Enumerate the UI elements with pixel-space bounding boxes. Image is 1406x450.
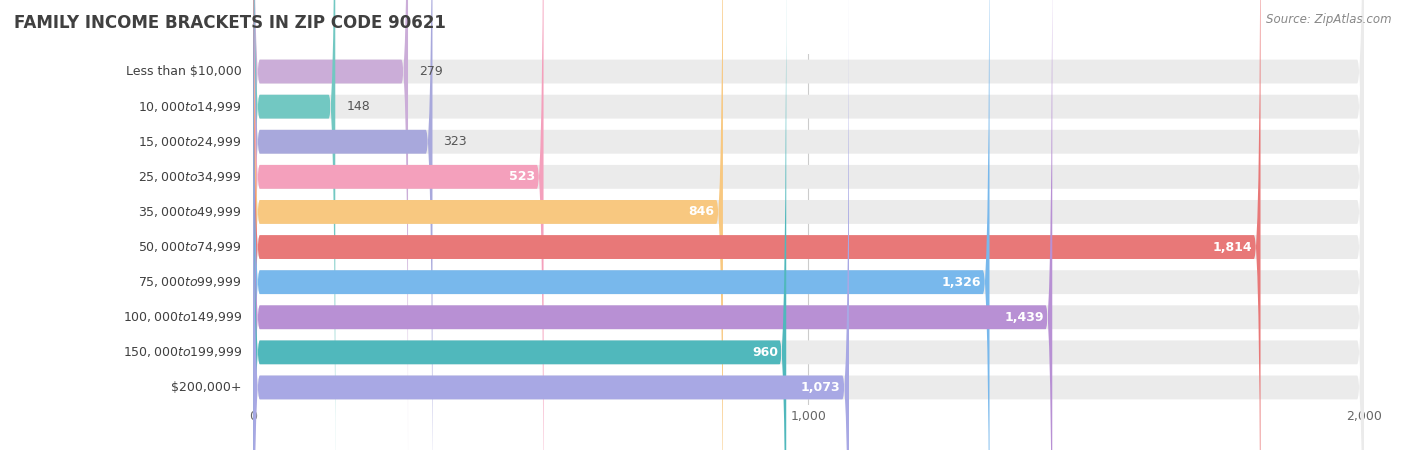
FancyBboxPatch shape [253, 0, 1364, 450]
FancyBboxPatch shape [253, 0, 786, 450]
FancyBboxPatch shape [253, 0, 990, 450]
Text: 279: 279 [419, 65, 443, 78]
Text: 1,326: 1,326 [942, 276, 981, 288]
FancyBboxPatch shape [253, 0, 1364, 450]
Text: Less than $10,000: Less than $10,000 [127, 65, 242, 78]
FancyBboxPatch shape [253, 0, 1364, 450]
Text: $100,000 to $149,999: $100,000 to $149,999 [122, 310, 242, 324]
Text: 1,439: 1,439 [1004, 311, 1043, 324]
Text: 523: 523 [509, 171, 536, 183]
FancyBboxPatch shape [253, 0, 1052, 450]
FancyBboxPatch shape [253, 0, 1364, 450]
Text: FAMILY INCOME BRACKETS IN ZIP CODE 90621: FAMILY INCOME BRACKETS IN ZIP CODE 90621 [14, 14, 446, 32]
Text: 846: 846 [689, 206, 714, 218]
Text: 148: 148 [346, 100, 370, 113]
Text: $150,000 to $199,999: $150,000 to $199,999 [122, 345, 242, 360]
Text: 1,814: 1,814 [1212, 241, 1253, 253]
FancyBboxPatch shape [253, 0, 1364, 450]
Text: $200,000+: $200,000+ [172, 381, 242, 394]
FancyBboxPatch shape [253, 0, 433, 450]
FancyBboxPatch shape [253, 0, 1364, 450]
FancyBboxPatch shape [253, 0, 408, 450]
FancyBboxPatch shape [253, 0, 544, 450]
Text: $75,000 to $99,999: $75,000 to $99,999 [138, 275, 242, 289]
Text: 1,073: 1,073 [801, 381, 841, 394]
Text: $35,000 to $49,999: $35,000 to $49,999 [138, 205, 242, 219]
FancyBboxPatch shape [253, 0, 849, 450]
FancyBboxPatch shape [253, 0, 1364, 450]
Text: Source: ZipAtlas.com: Source: ZipAtlas.com [1267, 14, 1392, 27]
FancyBboxPatch shape [253, 0, 1364, 450]
FancyBboxPatch shape [253, 0, 1364, 450]
FancyBboxPatch shape [253, 0, 335, 450]
Text: $50,000 to $74,999: $50,000 to $74,999 [138, 240, 242, 254]
FancyBboxPatch shape [253, 0, 1364, 450]
FancyBboxPatch shape [253, 0, 1261, 450]
Text: $25,000 to $34,999: $25,000 to $34,999 [138, 170, 242, 184]
Text: 323: 323 [443, 135, 467, 148]
Text: $15,000 to $24,999: $15,000 to $24,999 [138, 135, 242, 149]
FancyBboxPatch shape [253, 0, 723, 450]
Text: 960: 960 [752, 346, 778, 359]
Text: $10,000 to $14,999: $10,000 to $14,999 [138, 99, 242, 114]
